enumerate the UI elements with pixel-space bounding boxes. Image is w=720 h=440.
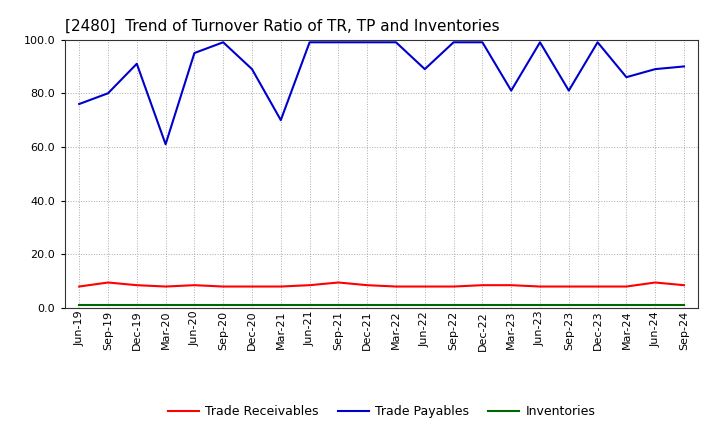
Trade Payables <box>593 40 602 45</box>
Trade Receivables <box>564 284 573 289</box>
Trade Payables <box>622 74 631 80</box>
Trade Payables <box>392 40 400 45</box>
Trade Payables <box>219 40 228 45</box>
Trade Payables <box>449 40 458 45</box>
Trade Receivables <box>507 282 516 288</box>
Trade Receivables <box>536 284 544 289</box>
Inventories <box>363 303 372 308</box>
Trade Receivables <box>75 284 84 289</box>
Inventories <box>392 303 400 308</box>
Line: Trade Payables: Trade Payables <box>79 42 684 144</box>
Inventories <box>132 303 141 308</box>
Trade Receivables <box>449 284 458 289</box>
Trade Receivables <box>392 284 400 289</box>
Trade Receivables <box>420 284 429 289</box>
Trade Receivables <box>190 282 199 288</box>
Inventories <box>449 303 458 308</box>
Trade Payables <box>75 101 84 106</box>
Inventories <box>305 303 314 308</box>
Trade Receivables <box>593 284 602 289</box>
Inventories <box>75 303 84 308</box>
Inventories <box>276 303 285 308</box>
Trade Payables <box>651 66 660 72</box>
Trade Payables <box>334 40 343 45</box>
Trade Payables <box>478 40 487 45</box>
Inventories <box>651 303 660 308</box>
Legend: Trade Receivables, Trade Payables, Inventories: Trade Receivables, Trade Payables, Inven… <box>163 400 600 423</box>
Inventories <box>593 303 602 308</box>
Trade Payables <box>363 40 372 45</box>
Inventories <box>161 303 170 308</box>
Trade Receivables <box>104 280 112 285</box>
Trade Payables <box>564 88 573 93</box>
Inventories <box>248 303 256 308</box>
Trade Payables <box>161 142 170 147</box>
Trade Receivables <box>622 284 631 289</box>
Trade Payables <box>248 66 256 72</box>
Trade Payables <box>536 40 544 45</box>
Trade Receivables <box>248 284 256 289</box>
Inventories <box>219 303 228 308</box>
Trade Payables <box>190 50 199 55</box>
Trade Receivables <box>680 282 688 288</box>
Text: [2480]  Trend of Turnover Ratio of TR, TP and Inventories: [2480] Trend of Turnover Ratio of TR, TP… <box>65 19 500 34</box>
Line: Trade Receivables: Trade Receivables <box>79 282 684 286</box>
Trade Payables <box>420 66 429 72</box>
Trade Receivables <box>334 280 343 285</box>
Trade Receivables <box>305 282 314 288</box>
Trade Payables <box>132 61 141 66</box>
Inventories <box>190 303 199 308</box>
Inventories <box>478 303 487 308</box>
Inventories <box>680 303 688 308</box>
Inventories <box>104 303 112 308</box>
Trade Receivables <box>161 284 170 289</box>
Trade Payables <box>276 117 285 123</box>
Trade Payables <box>104 91 112 96</box>
Trade Receivables <box>651 280 660 285</box>
Inventories <box>622 303 631 308</box>
Trade Receivables <box>219 284 228 289</box>
Trade Receivables <box>276 284 285 289</box>
Trade Receivables <box>363 282 372 288</box>
Trade Receivables <box>132 282 141 288</box>
Trade Payables <box>305 40 314 45</box>
Trade Payables <box>680 64 688 69</box>
Inventories <box>420 303 429 308</box>
Trade Payables <box>507 88 516 93</box>
Trade Receivables <box>478 282 487 288</box>
Inventories <box>507 303 516 308</box>
Inventories <box>536 303 544 308</box>
Inventories <box>334 303 343 308</box>
Inventories <box>564 303 573 308</box>
